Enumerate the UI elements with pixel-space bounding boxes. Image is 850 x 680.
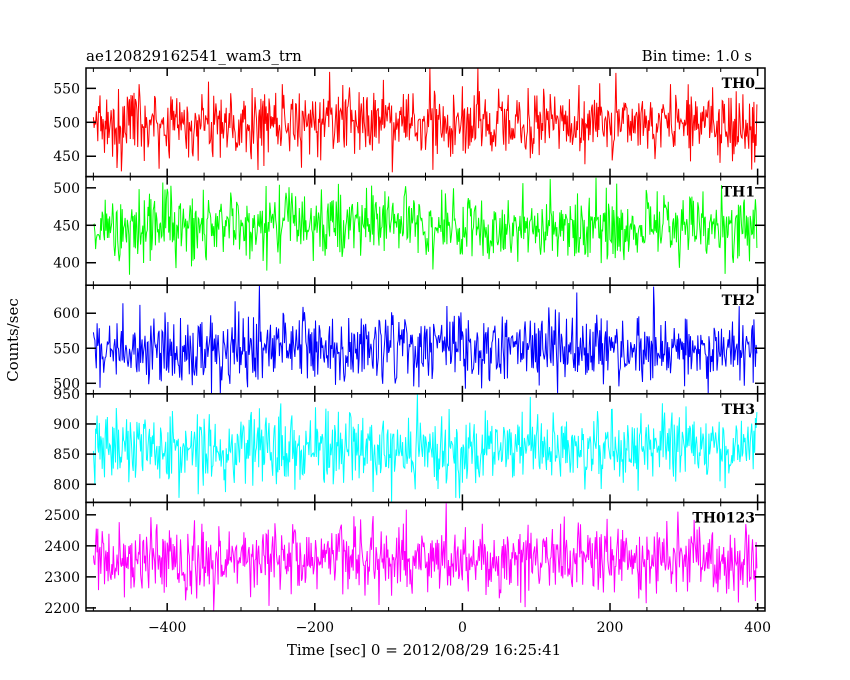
panel-frame-th1 — [85, 175, 766, 286]
y-tick-label: 2300 — [44, 570, 80, 586]
y-tick-label: 850 — [53, 447, 80, 463]
x-tick-label: 0 — [458, 620, 467, 636]
y-tick-label: 450 — [53, 218, 80, 234]
y-axis-label: Counts/sec — [4, 298, 22, 382]
y-tick-label: 500 — [53, 115, 80, 131]
x-tick-label: 400 — [744, 620, 771, 636]
y-tick-label: 2400 — [44, 539, 80, 555]
y-tick-label: 550 — [53, 341, 80, 357]
y-tick-label: 450 — [53, 149, 80, 165]
y-tick-label: 950 — [53, 387, 80, 403]
series-line-th2 — [92, 285, 758, 394]
series-line-th0123 — [92, 503, 758, 612]
panel-label-th0123: TH0123 — [692, 510, 755, 526]
series-line-th1 — [93, 177, 758, 275]
panel-label-th0: TH0 — [722, 76, 756, 92]
series-line-th3 — [92, 393, 758, 503]
series-line-th0 — [92, 67, 758, 173]
panel-label-th2: TH2 — [722, 293, 755, 309]
panel-label-th1: TH1 — [722, 185, 755, 201]
y-tick-label: 400 — [53, 256, 80, 272]
y-tick-label: 2200 — [44, 601, 80, 617]
chart-title: ae120829162541_wam3_trn — [86, 47, 302, 65]
y-tick-label: 500 — [53, 376, 80, 392]
x-axis-label: Time [sec] 0 = 2012/08/29 16:25:41 — [287, 641, 561, 659]
x-tick-label: 200 — [597, 620, 624, 636]
y-tick-label: 900 — [53, 417, 80, 433]
panel-label-th3: TH3 — [722, 402, 755, 418]
y-tick-label: 550 — [53, 81, 80, 97]
x-tick-label: −200 — [296, 620, 334, 636]
y-tick-label: 2500 — [44, 508, 80, 524]
y-tick-label: 500 — [53, 181, 80, 197]
x-tick-label: −400 — [148, 620, 186, 636]
panels-group: 450 500 550 TH0 400 450 500 TH1 500 550 600 TH2 800 8… — [44, 67, 771, 636]
bin-time-label: Bin time: 1.0 s — [642, 47, 752, 65]
y-tick-label: 800 — [53, 477, 80, 493]
y-tick-label: 600 — [53, 306, 80, 322]
